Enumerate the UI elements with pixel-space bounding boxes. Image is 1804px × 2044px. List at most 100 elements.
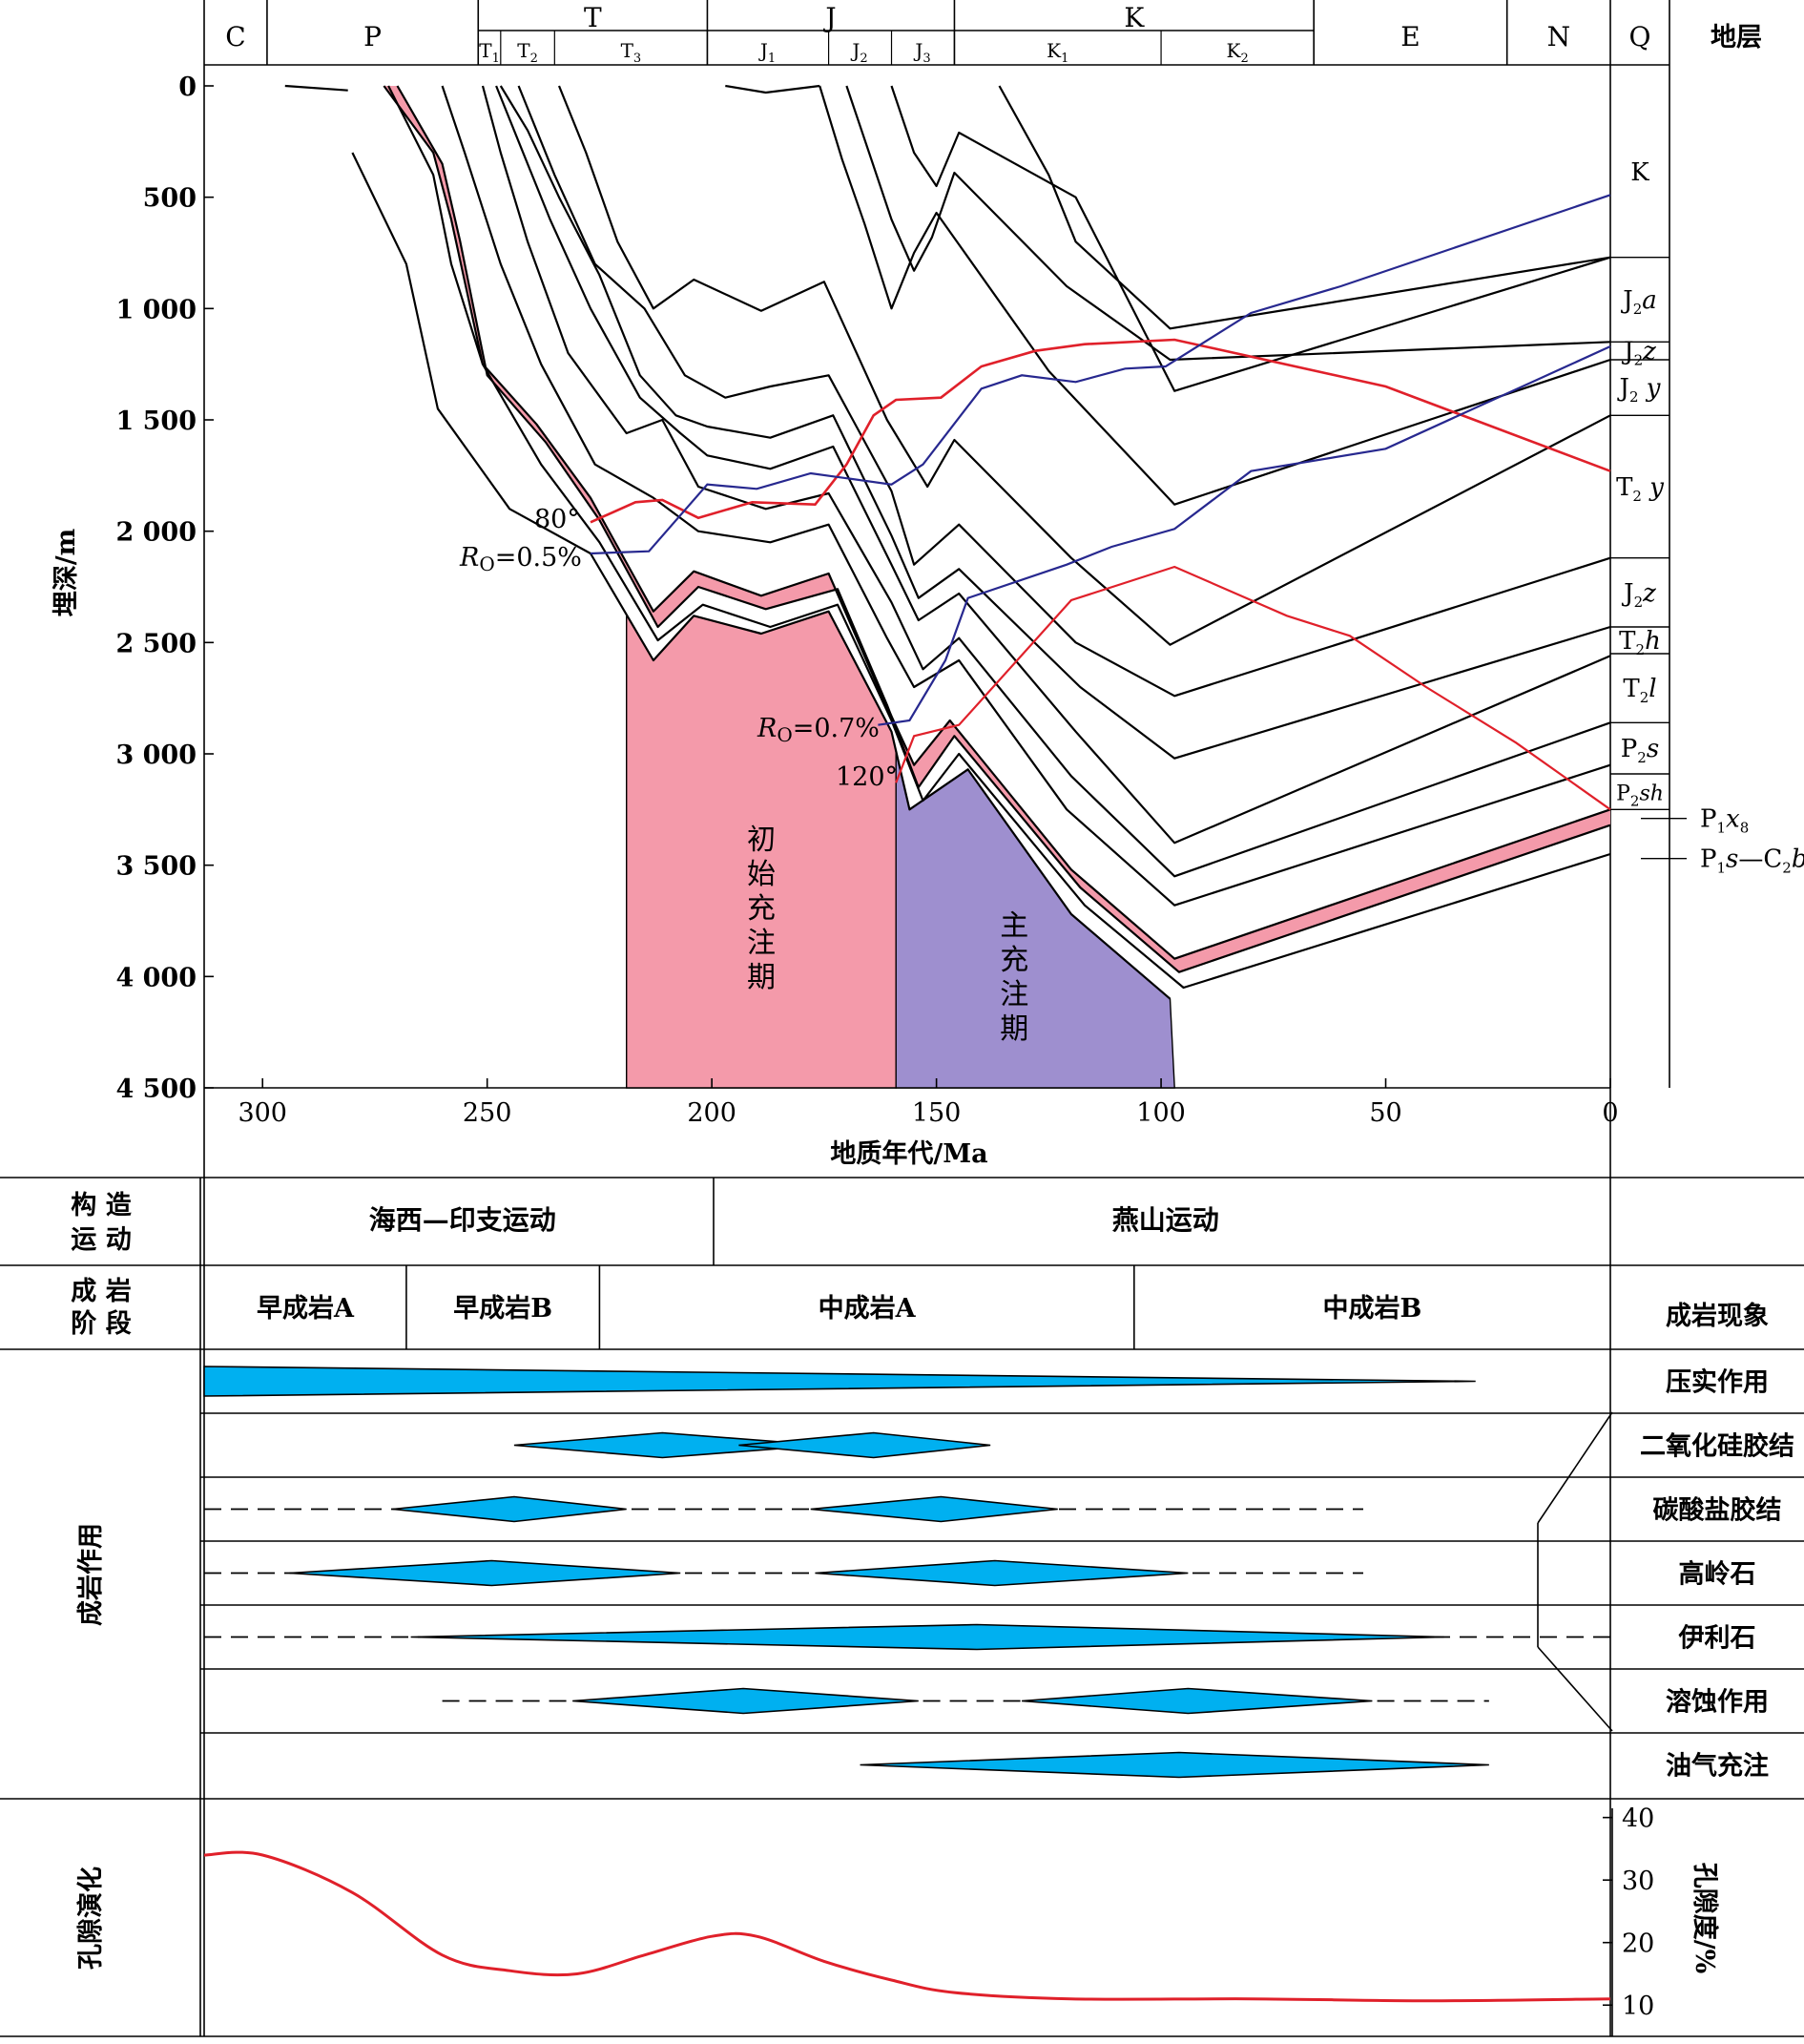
epoch-headers: T1 T2 T3 J1 J2 J3 K1 K2 — [479, 31, 1315, 66]
y-tick-label: 3 000 — [115, 740, 197, 770]
x-tick-label: 0 — [1602, 1098, 1618, 1128]
isotherm-80-label: 80° — [534, 505, 580, 534]
isotherm-120-label: 120° — [836, 762, 898, 792]
charging-label-char: 充 — [1000, 944, 1028, 977]
strata-label: P2sh — [1616, 782, 1664, 810]
strata-header: 地层 — [1711, 23, 1762, 52]
period-label: E — [1400, 21, 1420, 52]
porosity-panel: 40 30 20 10 — [203, 1804, 1654, 2036]
stages-right-label: 成岩现象 — [1666, 1301, 1769, 1331]
porosity-y-label: 孔隙度/% — [1690, 1863, 1720, 1974]
strata-label: P2s — [1621, 735, 1659, 766]
burial-curve-S5 — [441, 85, 1611, 907]
diagenesis-row-label: 溶蚀作用 — [1666, 1687, 1769, 1718]
tectonic-label: 海西—印支运动 — [369, 1204, 556, 1236]
charging-fill-2 — [895, 750, 1175, 1089]
epoch-label: J1 — [758, 39, 776, 66]
y-tick-label: 2 500 — [115, 629, 197, 658]
burial-curves — [284, 84, 1611, 1000]
diagenesis-diamond — [815, 1559, 1189, 1587]
porosity-tick-label: 40 — [1622, 1804, 1654, 1834]
y-tick-label: 500 — [143, 184, 197, 214]
strata-column: K J2a J2z J2 y T2 y J2z T2h T2l P2s P2sh P1x8 P1s—C… — [1610, 158, 1804, 877]
strata-label: J2z — [1621, 338, 1656, 369]
porosity-label: 孔隙演化 — [75, 1867, 106, 1970]
x-tick-label: 150 — [912, 1098, 962, 1128]
diagenesis-row-label: 压实作用 — [1666, 1367, 1769, 1398]
diagenesis-diamond — [860, 1751, 1489, 1779]
x-tick-label: 250 — [463, 1098, 512, 1128]
burial-curve-S9 — [517, 85, 1611, 698]
y-tick-label: 2 000 — [115, 518, 197, 548]
period-label: J — [822, 2, 836, 33]
burial-curve-S8 — [499, 85, 1611, 760]
x-tick-label: 100 — [1136, 1098, 1186, 1128]
epoch-label: J3 — [913, 39, 930, 66]
epoch-label: T1 — [479, 39, 500, 66]
diagenesis-diamond — [289, 1559, 681, 1587]
diagenesis-diamond — [810, 1495, 1058, 1523]
strata-label: T2h — [1619, 627, 1661, 658]
porosity-tick-label: 10 — [1622, 1992, 1654, 2021]
period-label: T — [584, 2, 602, 33]
burial-curve-S12 — [845, 85, 1611, 362]
diagenesis-row-label: 伊利石 — [1678, 1624, 1756, 1654]
charging-label-char: 初 — [747, 824, 776, 857]
y-tick-label: 1 000 — [115, 295, 197, 324]
diagenesis-diamond — [572, 1687, 919, 1715]
strata-label: K — [1630, 158, 1649, 187]
y-tick-label: 0 — [178, 73, 197, 102]
diagenesis-row-label: 油气充注 — [1666, 1751, 1769, 1782]
epoch-label: J2 — [850, 39, 867, 66]
x-tick-label: 300 — [238, 1098, 287, 1128]
charging-label-char: 充 — [747, 892, 776, 926]
strata-label: T2 y — [1616, 473, 1664, 505]
epoch-label: K2 — [1227, 39, 1249, 66]
stages-header-2: 阶 段 — [71, 1309, 131, 1339]
burial-curve-S6 — [481, 85, 1611, 878]
burial-curve-S7 — [495, 85, 1611, 845]
x-tick-label: 50 — [1369, 1098, 1401, 1128]
burial-curve-S0 — [284, 84, 348, 92]
isotherm-80 — [590, 338, 1611, 524]
strata-outside-label: P1x8 — [1700, 805, 1749, 837]
diagenesis-row-label: 高岭石 — [1679, 1559, 1756, 1590]
burial-curve-S11 — [819, 85, 1611, 506]
stages-header-1: 成 岩 — [71, 1277, 131, 1306]
burial-curve-S4 — [351, 152, 1172, 1000]
diagenesis-diamond — [392, 1495, 627, 1523]
y-axis-label: 埋深/m — [52, 529, 81, 616]
porosity-tick-label: 30 — [1622, 1867, 1654, 1896]
charging-label-char: 始 — [747, 858, 776, 891]
diagenesis-diamond — [1022, 1687, 1373, 1715]
y-tick-label: 3 500 — [115, 852, 197, 882]
charging-label-char: 期 — [1000, 1012, 1028, 1046]
y-tick-label: 1 500 — [115, 407, 197, 436]
strata-outside-label: P1s—C2b — [1700, 845, 1804, 877]
isolines — [590, 194, 1611, 811]
diagenesis-label: 成岩作用 — [76, 1523, 106, 1626]
epoch-label: T2 — [517, 39, 538, 66]
strata-label: J2a — [1620, 286, 1657, 318]
strata-label: T2l — [1623, 675, 1656, 706]
tectonics-header-1: 构 造 — [71, 1191, 131, 1220]
ro-05-label: RO=0.5% — [459, 543, 582, 575]
period-label: C — [225, 21, 245, 52]
period-headers: C PT J KE N Q — [225, 0, 1650, 65]
stage-label: 早成岩B — [453, 1294, 552, 1324]
porosity-curve — [203, 1850, 1611, 2003]
burial-curve-S2 — [396, 85, 1611, 973]
y-tick-label: 4 000 — [115, 963, 197, 992]
period-label: N — [1547, 21, 1571, 52]
diagenesis-row-label: 碳酸盐胶结 — [1653, 1495, 1782, 1526]
burial-curve-S1 — [383, 85, 1611, 960]
period-label: P — [363, 21, 382, 52]
ro-07-label: RO=0.7% — [757, 714, 880, 746]
diagenesis-wedge — [203, 1366, 1476, 1397]
stage-label: 中成岩A — [819, 1294, 917, 1324]
